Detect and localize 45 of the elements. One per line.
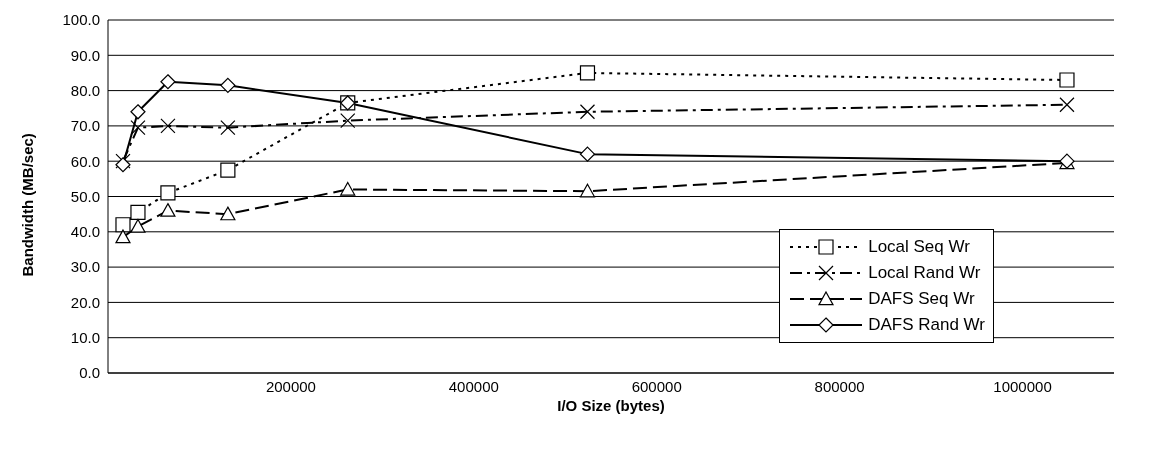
point (220, 162, 236, 178)
y-tick-label: 60.0 (70, 152, 100, 170)
x-tick-label: 600000 (631, 377, 682, 395)
point (115, 229, 131, 244)
point (1059, 97, 1075, 113)
y-tick-label: 100.0 (62, 11, 100, 29)
y-tick-label: 90.0 (70, 46, 100, 64)
point (220, 206, 236, 221)
x-tick-label: 200000 (265, 377, 316, 395)
x-tick-label: 800000 (814, 377, 865, 395)
legend-label: DAFS Rand Wr (868, 315, 985, 335)
point (1059, 72, 1075, 88)
x-tick-label: 400000 (448, 377, 499, 395)
point (579, 65, 596, 81)
point (340, 181, 356, 196)
legend-label: DAFS Seq Wr (868, 289, 975, 309)
point (340, 113, 356, 129)
point (579, 104, 596, 120)
point (160, 74, 176, 90)
y-tick-label: 10.0 (70, 329, 100, 347)
point (160, 203, 176, 217)
point (130, 120, 146, 136)
point (220, 77, 236, 93)
x-tick-label: 1000000 (993, 377, 1052, 395)
point (130, 218, 146, 233)
y-tick-label: 40.0 (70, 223, 100, 241)
point (160, 118, 176, 134)
y-tick-label: 20.0 (70, 293, 100, 311)
point (115, 157, 131, 173)
y-tick-label: 0.0 (79, 364, 100, 382)
y-tick-label: 30.0 (70, 258, 100, 276)
y-tick-label: 80.0 (70, 81, 100, 99)
point (579, 183, 596, 198)
point (160, 185, 176, 201)
point (220, 120, 236, 136)
x-axis-title: I/O Size (bytes) (557, 397, 665, 414)
y-tick-label: 50.0 (70, 187, 100, 205)
point (579, 146, 596, 162)
legend-label: Local Seq Wr (868, 237, 970, 257)
y-tick-label: 70.0 (70, 117, 100, 135)
point (115, 217, 131, 233)
point (130, 204, 146, 220)
point (130, 104, 146, 120)
legend-label: Local Rand Wr (868, 263, 981, 283)
y-axis-title: Bandwidth (MB/sec) (19, 133, 37, 277)
